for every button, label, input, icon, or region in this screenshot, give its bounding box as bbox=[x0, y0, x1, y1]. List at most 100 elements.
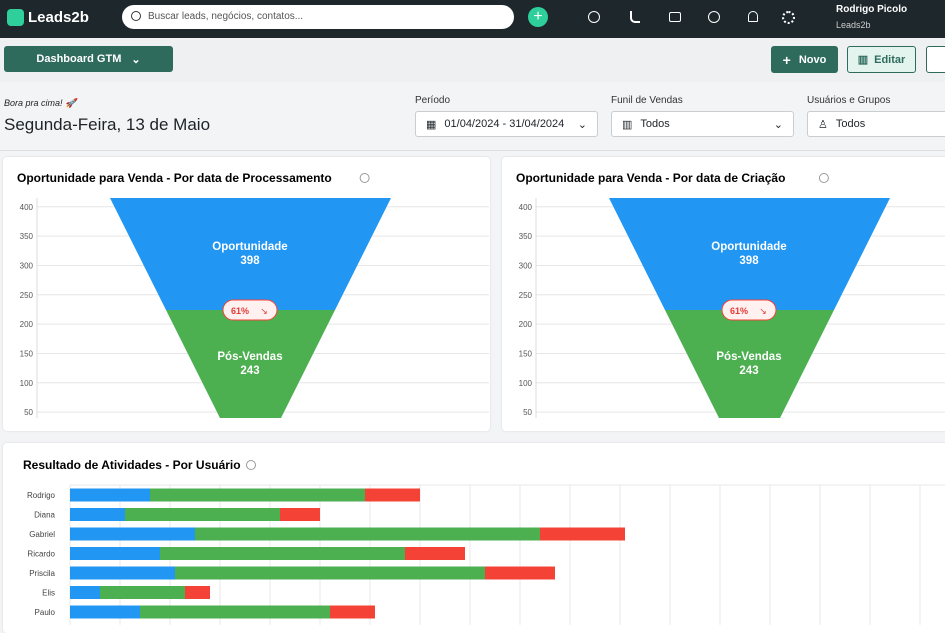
toolbar: Dashboard GTM ⌄ + Novo ▥ Editar bbox=[0, 38, 945, 82]
greeting: Bora pra cima! 🚀 bbox=[4, 98, 77, 108]
y-tick-label: 200 bbox=[519, 320, 533, 329]
search-box[interactable]: Buscar leads, negócios, contatos... bbox=[122, 5, 514, 29]
stage-name: Oportunidade bbox=[711, 241, 786, 253]
bar-segment bbox=[365, 488, 420, 502]
y-tick-label: Gabriel bbox=[29, 530, 55, 539]
conversion-badge bbox=[222, 299, 278, 321]
stage-value: 398 bbox=[240, 255, 260, 267]
whatsapp-icon[interactable] bbox=[708, 11, 720, 23]
y-tick-label: Diana bbox=[34, 511, 55, 520]
conversion-badge bbox=[721, 299, 777, 321]
chart-title: Oportunidade para Venda - Por data de Pr… bbox=[17, 171, 332, 185]
user-org[interactable]: Leads2b bbox=[836, 20, 871, 30]
y-tick-label: Elis bbox=[42, 589, 55, 598]
bar-segment bbox=[70, 488, 150, 502]
y-tick-label: Priscila bbox=[29, 569, 55, 578]
y-tick-label: 50 bbox=[523, 408, 532, 417]
y-tick-label: 300 bbox=[20, 261, 34, 270]
funnel-stage bbox=[609, 198, 890, 310]
y-tick-label: 200 bbox=[20, 320, 34, 329]
stage-name: Pós-Vendas bbox=[217, 351, 282, 363]
date: Segunda-Feira, 13 de Maio bbox=[4, 115, 211, 134]
y-tick-label: 250 bbox=[20, 291, 34, 300]
y-tick-label: 250 bbox=[519, 291, 533, 300]
bar-segment bbox=[150, 488, 365, 502]
settings-icon[interactable] bbox=[782, 11, 795, 24]
emoji-icon[interactable] bbox=[588, 11, 600, 23]
help-icon bbox=[359, 173, 370, 183]
new-button[interactable]: + Novo bbox=[771, 46, 838, 73]
y-tick-label: 100 bbox=[20, 379, 34, 388]
users-select[interactable]: ♙ Todos bbox=[807, 111, 945, 137]
y-tick-label: 350 bbox=[20, 232, 34, 241]
funnel-chart: Oportunidade para Venda - Por data de Pr… bbox=[17, 171, 489, 418]
phone-icon[interactable] bbox=[630, 11, 640, 23]
funnel-stage bbox=[110, 198, 391, 310]
bar-segment bbox=[195, 527, 540, 541]
y-tick-label: 400 bbox=[20, 203, 34, 212]
filter-label: Período bbox=[415, 95, 451, 106]
bar-segment bbox=[70, 508, 125, 521]
funnel-stage bbox=[665, 310, 834, 418]
filter-label: Funil de Vendas bbox=[611, 95, 683, 106]
chart-title: Oportunidade para Venda - Por data de Cr… bbox=[516, 171, 785, 185]
bar-segment bbox=[160, 547, 405, 560]
brand: Leads2b bbox=[28, 9, 89, 26]
conversion-label: 61% bbox=[231, 306, 249, 316]
y-tick-label: 50 bbox=[24, 408, 33, 417]
y-tick-label: 150 bbox=[20, 349, 34, 358]
bar-segment bbox=[175, 566, 485, 580]
bar-segment bbox=[70, 527, 195, 541]
dashboard-select[interactable]: Dashboard GTM ⌄ bbox=[4, 46, 173, 72]
divider bbox=[0, 150, 945, 151]
bar-segment bbox=[140, 605, 330, 619]
y-tick-label: 100 bbox=[519, 379, 533, 388]
search-placeholder: Buscar leads, negócios, contatos... bbox=[148, 11, 304, 22]
logo bbox=[7, 9, 24, 26]
help-icon bbox=[818, 173, 829, 183]
y-tick-label: 150 bbox=[519, 349, 533, 358]
funnel-card: Oportunidade para Venda - Por data de Cr… bbox=[502, 157, 945, 431]
bar-segment bbox=[70, 605, 140, 619]
bar-segment bbox=[540, 527, 625, 541]
conversion-arrow: ↘ bbox=[260, 306, 268, 316]
bar-segment bbox=[405, 547, 465, 560]
filter-label: Usuários e Grupos bbox=[807, 95, 891, 106]
search-icon bbox=[131, 11, 141, 21]
funnel-select[interactable]: ▥ Todos ⌄ bbox=[611, 111, 794, 137]
help-icon bbox=[246, 460, 256, 470]
edit-label: Editar bbox=[874, 53, 906, 66]
stage-value: 243 bbox=[240, 365, 259, 377]
bar-segment bbox=[70, 566, 175, 580]
period-select[interactable]: ▦ 01/04/2024 - 31/04/2024 ⌄ bbox=[415, 111, 598, 137]
bar-chart: Resultado de Atividades - Por Usuário Rod… bbox=[23, 458, 945, 625]
bar-segment bbox=[280, 508, 320, 521]
share-button[interactable] bbox=[926, 46, 945, 73]
y-tick-label: Ricardo bbox=[27, 550, 55, 559]
y-tick-label: 400 bbox=[519, 203, 533, 212]
filter-value: Todos bbox=[640, 118, 670, 130]
filter-value: 01/04/2024 - 31/04/2024 bbox=[444, 118, 565, 130]
edit-button[interactable]: ▥ Editar bbox=[847, 46, 916, 73]
bell-icon[interactable] bbox=[748, 11, 758, 22]
stage-name: Pós-Vendas bbox=[716, 351, 781, 363]
stage-name: Oportunidade bbox=[212, 241, 287, 253]
funnel-stage bbox=[166, 310, 335, 418]
filter-value: Todos bbox=[835, 118, 866, 130]
stage-value: 243 bbox=[739, 365, 758, 377]
user-name[interactable]: Rodrigo Picolo bbox=[836, 4, 908, 15]
activity-card: Resultado de Atividades - Por Usuário Rod… bbox=[3, 443, 945, 633]
bar-segment bbox=[485, 566, 555, 580]
add-button[interactable]: + bbox=[528, 7, 548, 27]
chart-title: Resultado de Atividades - Por Usuário bbox=[23, 458, 241, 472]
conversion-arrow: ↘ bbox=[759, 306, 767, 316]
y-tick-label: Rodrigo bbox=[27, 491, 56, 500]
new-label: Novo bbox=[798, 53, 827, 66]
y-tick-label: 300 bbox=[519, 261, 533, 270]
bar-segment bbox=[70, 586, 100, 599]
funnel-chart: Oportunidade para Venda - Por data de Cr… bbox=[516, 171, 945, 418]
video-icon[interactable] bbox=[669, 12, 681, 22]
y-tick-label: Paulo bbox=[35, 608, 56, 617]
bar-segment bbox=[330, 605, 375, 619]
